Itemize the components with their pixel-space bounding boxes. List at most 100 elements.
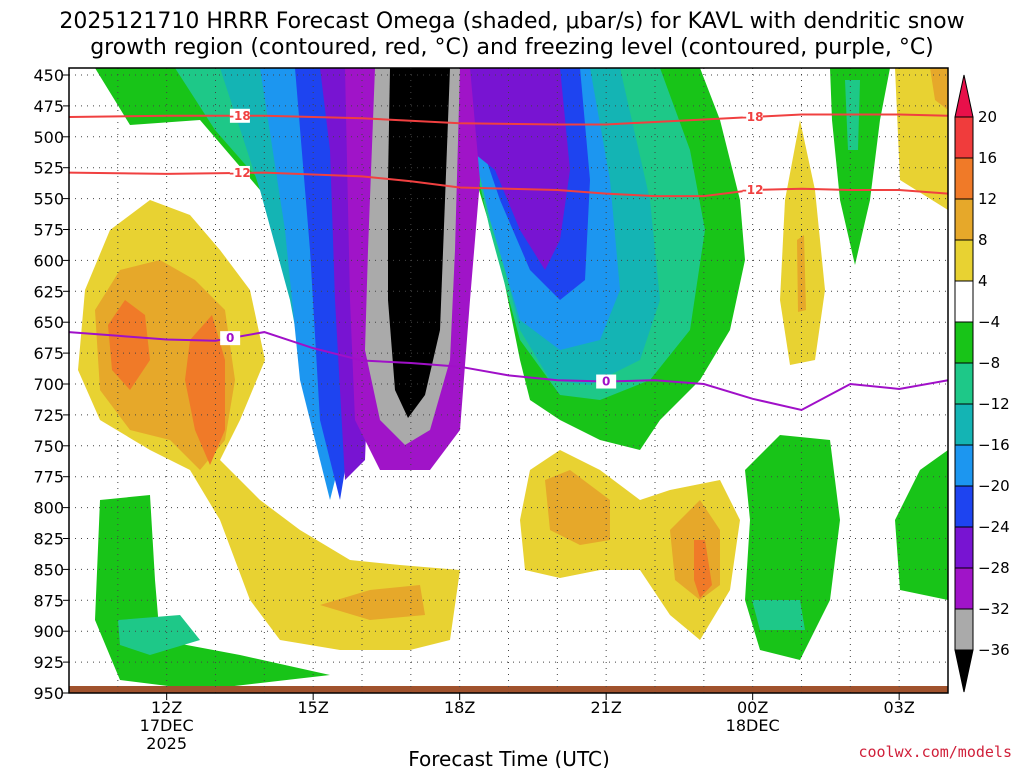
- pressure-tick-label: 475: [33, 97, 64, 116]
- chart-title-line-1: 2025121710 HRRR Forecast Omega (shaded, …: [59, 9, 964, 34]
- colorbar-box: [954, 198, 974, 241]
- pressure-tick-label: 725: [33, 406, 64, 425]
- colorbar-box: [954, 608, 974, 651]
- omega-fill-green-farright: [895, 450, 948, 600]
- colorbar-box: [954, 526, 974, 569]
- pressure-tick-label: 550: [33, 190, 64, 209]
- contour-label-bg: [742, 182, 763, 197]
- colorbar-label: −24: [978, 518, 1010, 536]
- colorbar-label: 12: [978, 190, 997, 208]
- contour-label-bg: [229, 108, 250, 123]
- contour-line-dendritic-18C: [68, 113, 949, 126]
- omega-fill-orange-c: [694, 540, 712, 598]
- pressure-tick-label: 500: [33, 128, 64, 147]
- colorbar-label: −20: [978, 477, 1010, 495]
- contour-label-dendritic-12C: -12: [742, 183, 764, 197]
- pressure-tick-label: 925: [33, 653, 64, 672]
- colorbar-box: [954, 403, 974, 446]
- pressure-tick-label: 950: [33, 684, 64, 703]
- pressure-tick-label: 575: [33, 221, 64, 240]
- colorbar-box: [954, 567, 974, 610]
- plot-frame: [68, 67, 949, 694]
- omega-fill-orange-a: [108, 300, 150, 390]
- contour-label-dendritic-18C: -18: [742, 110, 764, 124]
- pressure-axis: 450 475 500 525 550 575 600 625 650 675 700 725 750 7…: [33, 66, 69, 703]
- pressure-tick-label: 875: [33, 591, 64, 610]
- omega-fill-goldenrod-mid: [545, 470, 610, 545]
- colorbar-box: [954, 239, 974, 282]
- omega-fill-goldenrod-low: [320, 585, 425, 620]
- x-axis-label: Forecast Time (UTC): [408, 747, 610, 768]
- colorbar-box: [954, 116, 974, 159]
- colorbar-box: [954, 157, 974, 200]
- time-tick-date: 17DEC: [140, 716, 194, 735]
- omega-fill-mint-low: [118, 615, 200, 655]
- colorbar-label: −32: [978, 600, 1010, 618]
- contour-label-bg: [742, 110, 763, 125]
- contour-label-bg: [596, 374, 617, 389]
- colorbar-over-triangle: [954, 74, 974, 118]
- omega-fill-orange-b: [185, 315, 225, 465]
- pressure-tick-label: 750: [33, 437, 64, 456]
- contour-label-freezing-level-0C: 0: [226, 331, 234, 345]
- contour-label-bg: [229, 165, 250, 180]
- ground-surface-band: [69, 686, 948, 693]
- omega-colorbar: 20 16 12 8 4 −4 −8 −12 −16 −20 −24 −28 −32 −36: [954, 74, 1010, 693]
- omega-fill-mint-low2: [752, 600, 805, 630]
- credit-text: coolwx.com/models: [858, 743, 1012, 761]
- pressure-tick-label: 850: [33, 560, 64, 579]
- contour-label-dendritic-12C: -12: [229, 166, 251, 180]
- contour-label-freezing-level-0C: 0: [602, 375, 610, 389]
- colorbar-box: [954, 444, 974, 487]
- omega-fill-goldenrod-upright: [797, 235, 806, 312]
- contour-line-freezing-level-0C: [68, 331, 949, 412]
- pressure-tick-label: 625: [33, 282, 64, 301]
- pressure-tick-label: 775: [33, 468, 64, 487]
- time-tick-label: 21Z: [591, 698, 622, 717]
- pressure-tick-label: 700: [33, 375, 64, 394]
- contour-label-dendritic-18C: -18: [229, 109, 251, 123]
- contour-line-dendritic-12C: [68, 171, 949, 198]
- pressure-tick-label: 600: [33, 251, 64, 270]
- colorbar-box: [954, 321, 974, 364]
- colorbar-label: −36: [978, 641, 1010, 659]
- colorbar-label: 4: [978, 272, 988, 290]
- pressure-tick-label: 450: [33, 66, 64, 85]
- colorbar-label: −12: [978, 395, 1010, 413]
- time-tick-label: 00Z: [737, 698, 768, 717]
- colorbar-box: [954, 280, 974, 323]
- pressure-tick-label: 800: [33, 499, 64, 518]
- time-tick-label: 18Z: [444, 698, 475, 717]
- chart-title-line-2: growth region (contoured, red, °C) and f…: [90, 35, 934, 60]
- omega-fill-goldenrod-farright: [930, 68, 948, 110]
- omega-fill-black: [388, 68, 450, 418]
- colorbar-box: [954, 485, 974, 528]
- omega-fill-yellow-farright: [895, 68, 948, 210]
- grid-lines: [69, 68, 948, 694]
- colorbar-label: −16: [978, 436, 1010, 454]
- colorbar-label: 16: [978, 149, 997, 167]
- colorbar-label: −8: [978, 354, 1000, 372]
- time-tick-label: 12Z: [151, 698, 182, 717]
- pressure-tick-label: 675: [33, 344, 64, 363]
- time-tick-date: 18DEC: [726, 716, 780, 735]
- omega-fill-green-right: [830, 68, 890, 265]
- colorbar-box: [954, 362, 974, 405]
- colorbar-label: 8: [978, 231, 988, 249]
- colorbar-label: 20: [978, 108, 997, 126]
- time-tick-label: 03Z: [884, 698, 915, 717]
- pressure-tick-label: 825: [33, 530, 64, 549]
- colorbar-label: −28: [978, 559, 1010, 577]
- pressure-tick-label: 900: [33, 622, 64, 641]
- pressure-tick-label: 525: [33, 159, 64, 178]
- time-tick-label: 15Z: [298, 698, 329, 717]
- contour-lines: -18 -18 -12 -12 0 0: [68, 108, 949, 412]
- omega-fill-violet-b: [455, 68, 570, 270]
- contour-label-bg: [220, 331, 241, 346]
- time-tick-year: 2025: [146, 734, 187, 753]
- pressure-tick-label: 650: [33, 313, 64, 332]
- colorbar-under-triangle: [954, 649, 974, 693]
- colorbar-label: −4: [978, 313, 1000, 331]
